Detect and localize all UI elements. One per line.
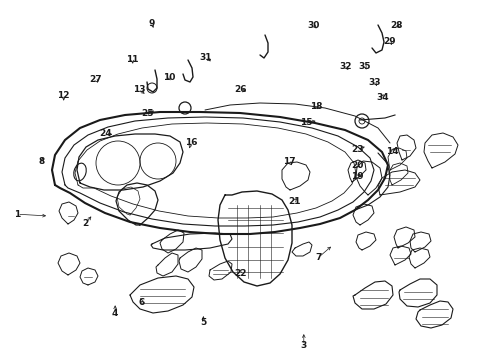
Text: 14: 14 <box>386 147 398 156</box>
Text: 30: 30 <box>307 21 320 30</box>
Text: 7: 7 <box>315 253 322 262</box>
Text: 23: 23 <box>351 145 364 154</box>
Text: 29: 29 <box>383 37 396 46</box>
Text: 10: 10 <box>163 73 175 82</box>
Text: 25: 25 <box>141 109 153 118</box>
Text: 31: 31 <box>199 53 212 62</box>
Text: 22: 22 <box>234 269 246 278</box>
Text: 13: 13 <box>133 85 146 94</box>
Text: 19: 19 <box>351 172 364 181</box>
Text: 26: 26 <box>234 85 246 94</box>
Text: 16: 16 <box>185 138 197 147</box>
Text: 18: 18 <box>310 102 322 111</box>
Text: 1: 1 <box>14 210 20 219</box>
Text: 35: 35 <box>359 62 371 71</box>
Text: 8: 8 <box>39 158 45 166</box>
Text: 2: 2 <box>83 219 89 228</box>
Text: 28: 28 <box>391 21 403 30</box>
Text: 4: 4 <box>112 309 119 318</box>
Text: 12: 12 <box>57 91 70 100</box>
Text: 11: 11 <box>126 55 139 64</box>
Text: 34: 34 <box>376 93 389 102</box>
Text: 15: 15 <box>300 118 313 127</box>
Text: 24: 24 <box>99 129 112 138</box>
Text: 17: 17 <box>283 158 295 166</box>
Text: 6: 6 <box>139 298 145 307</box>
Text: 9: 9 <box>148 19 155 28</box>
Text: 32: 32 <box>339 62 352 71</box>
Text: 21: 21 <box>288 197 300 206</box>
Text: 33: 33 <box>368 78 381 87</box>
Text: 20: 20 <box>351 161 364 170</box>
Text: 3: 3 <box>301 341 307 350</box>
Text: 27: 27 <box>89 75 102 84</box>
Text: 5: 5 <box>200 318 206 327</box>
